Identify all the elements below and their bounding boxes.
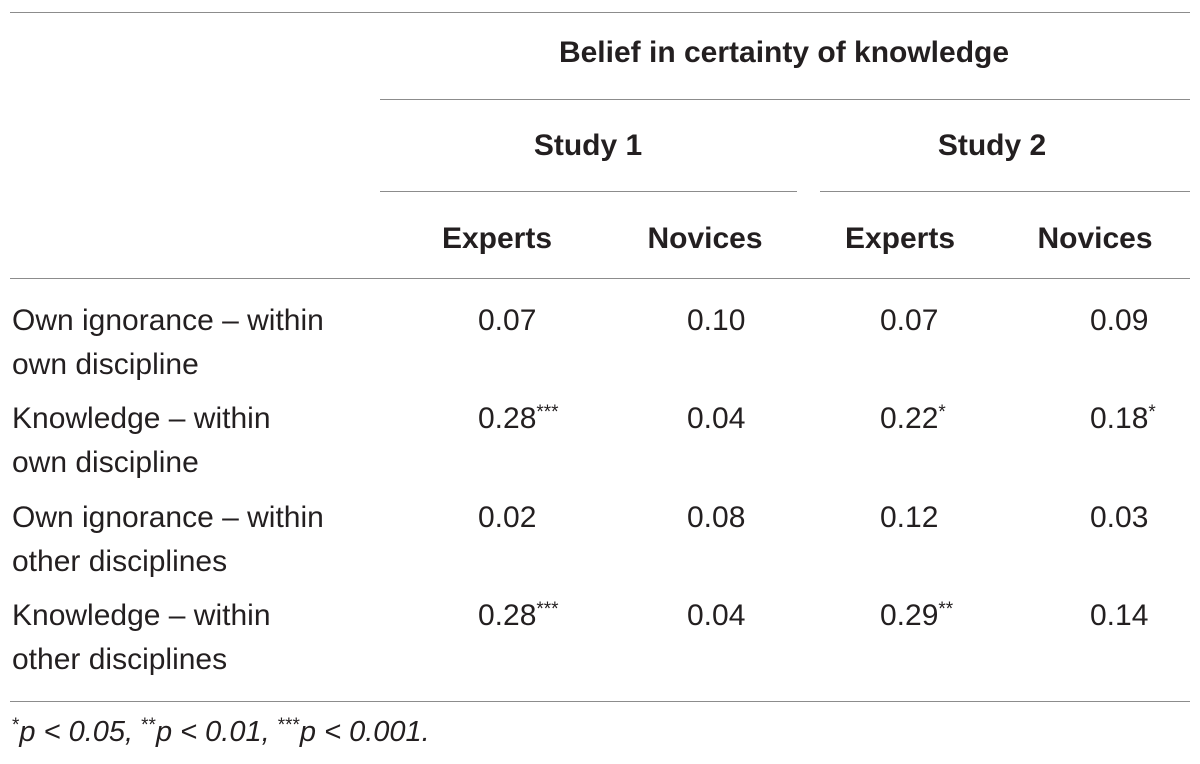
cell-value: 0.28	[478, 599, 537, 632]
row-label-line1: Knowledge – within	[12, 402, 271, 435]
table-cell: 0.04	[687, 404, 745, 434]
footnote-text: p < 0.01,	[155, 716, 278, 748]
study1-rule	[380, 191, 797, 192]
cell-value: 0.07	[880, 304, 939, 337]
cell-value: 0.03	[1090, 501, 1149, 534]
table-cell: 0.22*	[880, 402, 946, 435]
footnote-stars: **	[141, 715, 156, 736]
group-header: Belief in certainty of knowledge	[558, 36, 1010, 69]
row-label-line1: Knowledge – within	[12, 599, 271, 632]
row-label-line2: other disciplines	[12, 545, 228, 578]
cell-value: 0.12	[880, 501, 939, 534]
cell-value: 0.08	[687, 501, 746, 534]
footnote-text: p < 0.001.	[299, 716, 430, 748]
cell-value: 0.29	[880, 599, 939, 632]
study2-header: Study 2	[937, 129, 1047, 162]
col-header-study2-novices: Novices	[1037, 222, 1153, 255]
significance-marker: ***	[536, 599, 559, 620]
significance-footnote: *p < 0.05, **p < 0.01, ***p < 0.001.	[12, 715, 430, 748]
table-cell: 0.12	[880, 503, 938, 533]
row-label-line1: Own ignorance – within	[12, 304, 324, 337]
table-bottom-rule	[10, 701, 1190, 702]
cell-value: 0.02	[478, 501, 537, 534]
table-cell: 0.10	[687, 306, 745, 336]
cell-value: 0.14	[1090, 599, 1149, 632]
row-label-line2: own discipline	[12, 348, 199, 381]
top-rule	[10, 12, 1190, 13]
cell-value: 0.07	[478, 304, 537, 337]
table-cell: 0.14	[1090, 601, 1148, 631]
row-label-line2: own discipline	[12, 446, 199, 479]
table-cell: 0.04	[687, 601, 745, 631]
table-cell: 0.28***	[478, 402, 559, 435]
study2-rule	[820, 191, 1190, 192]
group-header-rule	[380, 99, 1190, 100]
cell-value: 0.28	[478, 402, 537, 435]
col-header-study2-experts: Experts	[844, 222, 956, 255]
footnote-stars: *	[12, 715, 20, 736]
significance-marker: *	[938, 402, 946, 423]
table-cell: 0.02	[478, 503, 536, 533]
table-cell: 0.09	[1090, 306, 1148, 336]
significance-marker: *	[1148, 402, 1156, 423]
table-cell: 0.29**	[880, 599, 954, 632]
footnote-stars: ***	[277, 715, 300, 736]
cell-value: 0.22	[880, 402, 939, 435]
footnote-text: p < 0.05,	[19, 716, 142, 748]
cell-value: 0.09	[1090, 304, 1149, 337]
col-header-study1-experts: Experts	[441, 222, 553, 255]
significance-marker: **	[938, 599, 954, 620]
col-header-study1-novices: Novices	[647, 222, 763, 255]
row-label-line2: other disciplines	[12, 643, 228, 676]
header-bottom-rule	[10, 278, 1190, 279]
table-cell: 0.03	[1090, 503, 1148, 533]
row-label-line1: Own ignorance – within	[12, 501, 324, 534]
table-cell: 0.08	[687, 503, 745, 533]
cell-value: 0.04	[687, 599, 746, 632]
table-cell: 0.07	[880, 306, 938, 336]
table-cell: 0.07	[478, 306, 536, 336]
table-cell: 0.28***	[478, 599, 559, 632]
study1-header: Study 1	[533, 129, 643, 162]
cell-value: 0.10	[687, 304, 746, 337]
cell-value: 0.04	[687, 402, 746, 435]
table-cell: 0.18*	[1090, 402, 1156, 435]
significance-marker: ***	[536, 402, 559, 423]
cell-value: 0.18	[1090, 402, 1149, 435]
